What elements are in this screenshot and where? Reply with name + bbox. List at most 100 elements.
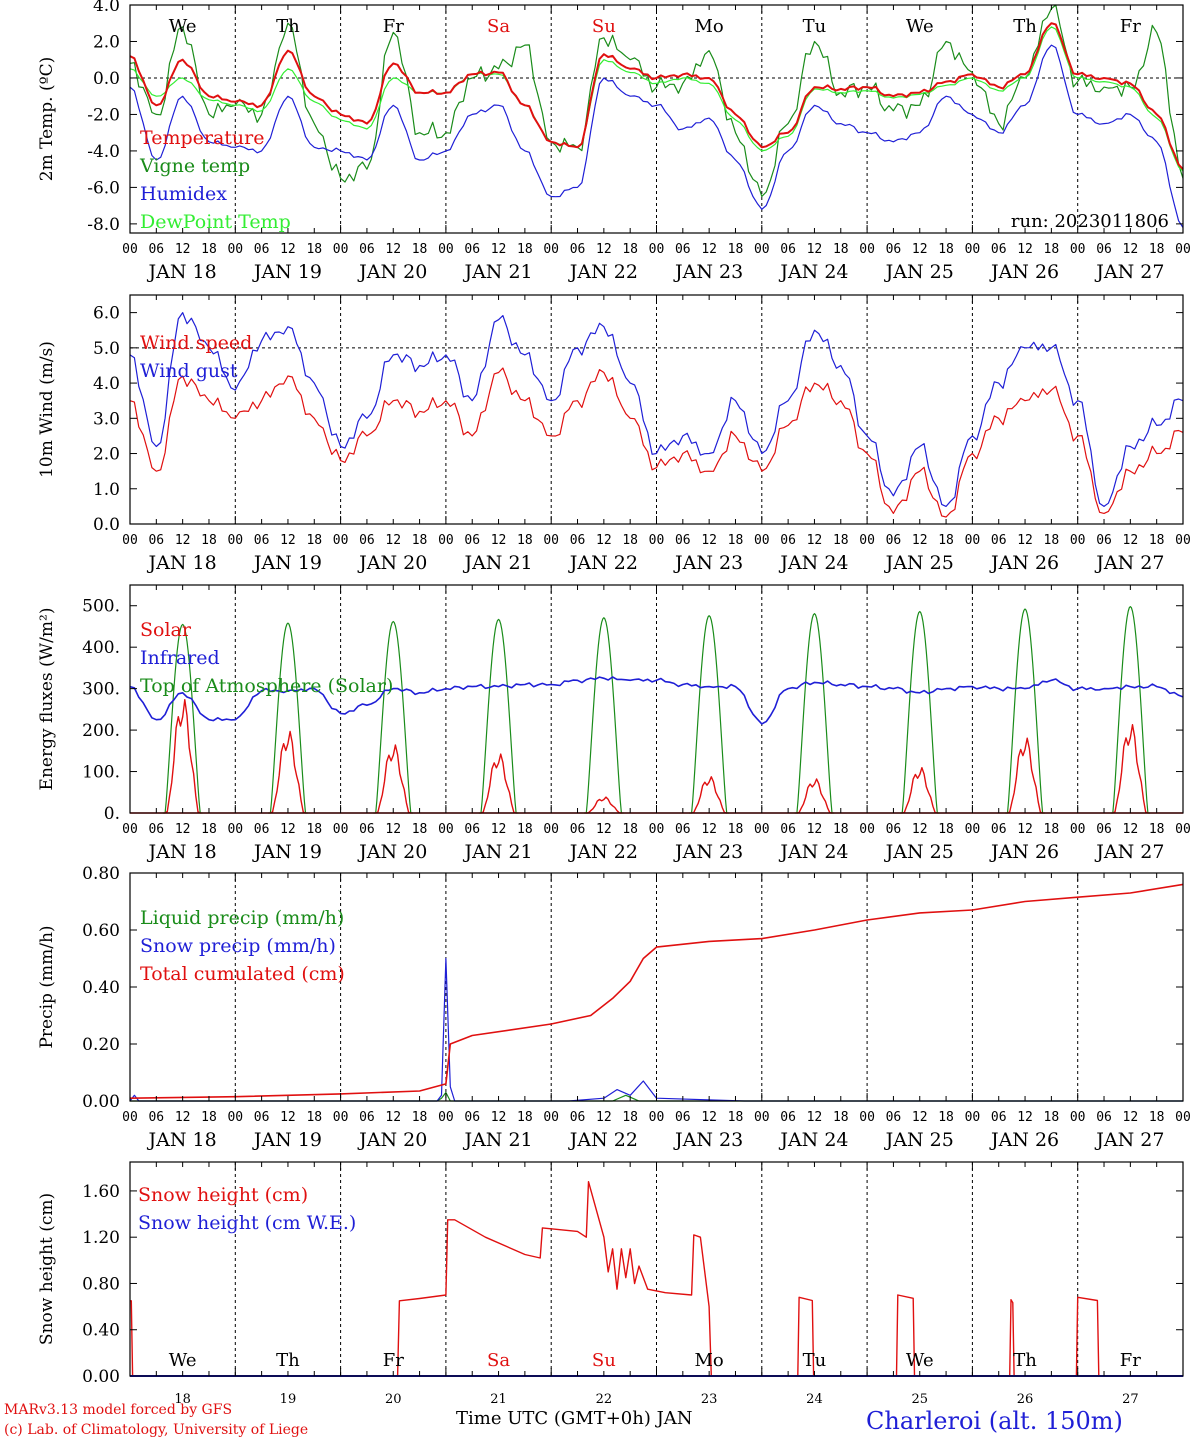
x-hour-label: 00 <box>227 533 243 548</box>
x-date-label: JAN 23 <box>673 841 743 863</box>
x-date-label: JAN 24 <box>778 552 848 574</box>
series-line-toa-solar <box>478 618 519 814</box>
x-hour-label: 18 <box>201 533 217 548</box>
x-date-label: JAN 20 <box>357 261 427 283</box>
x-hour-label: 00 <box>649 1110 665 1125</box>
x-hour-label: 12 <box>385 1110 401 1125</box>
x-hour-label: 12 <box>596 533 612 548</box>
x-date-label: JAN 27 <box>1094 841 1164 863</box>
x-date-label: JAN 21 <box>462 552 532 574</box>
x-hour-label: 12 <box>175 822 191 837</box>
x-hour-label: 00 <box>965 1110 981 1125</box>
x-hour-label: 00 <box>438 242 454 257</box>
series-line-humidex <box>129 44 1184 228</box>
x-hour-label: 18 <box>412 822 428 837</box>
x-hour-label: 00 <box>122 1110 138 1125</box>
day-number-label: 21 <box>490 1392 507 1407</box>
x-hour-label: 18 <box>1149 533 1165 548</box>
x-hour-label: 18 <box>728 533 744 548</box>
x-hour-label: 12 <box>1017 1110 1033 1125</box>
day-number-label: 27 <box>1122 1392 1139 1407</box>
day-name-label: Sa <box>487 1350 510 1371</box>
legend-label: Wind speed <box>140 332 252 354</box>
x-hour-label: 18 <box>833 242 849 257</box>
footer-model: MARv3.13 model forced by GFS <box>4 1402 232 1418</box>
x-hour-label: 06 <box>148 1110 164 1125</box>
x-date-label: JAN 21 <box>462 841 532 863</box>
x-hour-label: 12 <box>596 1110 612 1125</box>
x-hour-label: 06 <box>675 242 691 257</box>
x-hour-label: 00 <box>754 1110 770 1125</box>
x-hour-label: 12 <box>491 242 507 257</box>
x-date-label: JAN 20 <box>357 841 427 863</box>
x-hour-label: 18 <box>622 242 638 257</box>
x-hour-label: 18 <box>412 1110 428 1125</box>
x-hour-label: 06 <box>570 1110 586 1125</box>
x-hour-label: 06 <box>359 822 375 837</box>
x-hour-label: 12 <box>701 1110 717 1125</box>
x-hour-label: 00 <box>543 533 559 548</box>
x-hour-label: 12 <box>807 822 823 837</box>
y-tick-label: 3.0 <box>93 409 120 429</box>
series-line-solar <box>1112 724 1149 814</box>
y-tick-label: 0.0 <box>93 69 120 89</box>
y-tick-label: -8.0 <box>87 215 120 235</box>
series-line-toa-solar <box>1110 606 1151 814</box>
x-date-label: JAN 20 <box>357 552 427 574</box>
x-hour-label: 00 <box>438 822 454 837</box>
day-name-label: Fr <box>1120 1350 1141 1371</box>
legend-label: Infrared <box>140 647 220 669</box>
x-date-label: JAN 18 <box>147 261 217 283</box>
x-hour-label: 18 <box>938 822 954 837</box>
series-line-toa-solar <box>689 615 729 814</box>
x-hour-label: 06 <box>464 242 480 257</box>
x-hour-label: 00 <box>543 822 559 837</box>
x-hour-label: 12 <box>280 822 296 837</box>
x-hour-label: 18 <box>201 242 217 257</box>
x-hour-label: 06 <box>148 533 164 548</box>
x-hour-label: 12 <box>175 1110 191 1125</box>
x-hour-label: 00 <box>754 533 770 548</box>
x-hour-label: 00 <box>1070 242 1086 257</box>
x-hour-label: 12 <box>807 533 823 548</box>
day-name-label: We <box>906 16 934 37</box>
legend-label: Top of Atmosphere (Solar) <box>140 675 393 697</box>
x-hour-label: 12 <box>912 1110 928 1125</box>
x-hour-label: 06 <box>675 1110 691 1125</box>
x-hour-label: 00 <box>227 242 243 257</box>
legend-label: Temperature <box>140 127 264 149</box>
x-hour-label: 00 <box>122 242 138 257</box>
x-hour-label: 12 <box>1123 822 1139 837</box>
x-hour-label: 12 <box>807 1110 823 1125</box>
x-date-label: JAN 25 <box>884 1129 954 1151</box>
x-date-label: JAN 19 <box>252 841 322 863</box>
x-hour-label: 18 <box>1044 1110 1060 1125</box>
x-hour-label: 00 <box>1175 822 1191 837</box>
x-hour-label: 06 <box>675 822 691 837</box>
x-hour-label: 00 <box>543 242 559 257</box>
x-hour-label: 06 <box>254 242 270 257</box>
x-hour-label: 00 <box>754 822 770 837</box>
y-tick-label: 2.0 <box>93 445 120 465</box>
y-tick-label: 4.0 <box>93 374 120 394</box>
legend-label: Snow height (cm) <box>138 1184 308 1206</box>
x-date-label: JAN 21 <box>462 261 532 283</box>
y-tick-label: -2.0 <box>87 105 120 125</box>
x-hour-label: 18 <box>938 1110 954 1125</box>
x-hour-label: 00 <box>859 1110 875 1125</box>
x-hour-label: 06 <box>359 533 375 548</box>
x-hour-label: 12 <box>1017 533 1033 548</box>
x-date-label: JAN 24 <box>778 841 848 863</box>
x-date-label: JAN 24 <box>778 1129 848 1151</box>
day-name-label: We <box>169 16 197 37</box>
x-date-label: JAN 26 <box>989 1129 1059 1151</box>
x-date-label: JAN 18 <box>147 552 217 574</box>
day-name-label: Su <box>592 1350 616 1371</box>
x-hour-label: 06 <box>675 533 691 548</box>
run-label: run: 2023011806 <box>1011 211 1169 232</box>
day-name-label: Tu <box>803 16 827 37</box>
legend-label: Vigne temp <box>139 155 250 177</box>
x-hour-label: 12 <box>912 533 928 548</box>
day-name-label: Mo <box>695 1350 724 1371</box>
